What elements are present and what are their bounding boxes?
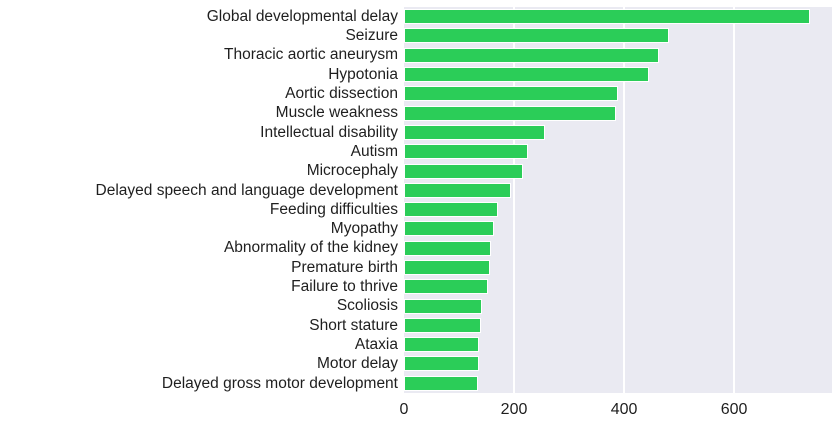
chart-row: Ataxia xyxy=(0,335,832,354)
category-label: Hypotonia xyxy=(328,65,398,83)
category-label: Delayed speech and language development xyxy=(95,181,398,199)
chart-row: Delayed speech and language development xyxy=(0,181,832,200)
bar xyxy=(404,105,616,121)
chart-row: Delayed gross motor development xyxy=(0,374,832,393)
bar-track xyxy=(404,200,832,219)
bar-track xyxy=(404,103,832,122)
bar-track xyxy=(404,316,832,335)
bar xyxy=(404,86,618,102)
bar xyxy=(404,260,490,275)
bar-track xyxy=(404,374,832,393)
bar-track xyxy=(404,65,832,84)
bar xyxy=(404,9,811,25)
bar xyxy=(404,47,660,63)
bar xyxy=(404,317,481,333)
bar-track xyxy=(404,123,832,142)
chart-row: Muscle weakness xyxy=(0,103,832,122)
chart-row: Motor delay xyxy=(0,354,832,373)
bar-track xyxy=(404,142,832,161)
chart-row: Microcephaly xyxy=(0,161,832,180)
bar-track xyxy=(404,26,832,45)
category-label: Premature birth xyxy=(291,258,398,276)
bar-track xyxy=(404,277,832,296)
bar xyxy=(404,240,492,256)
x-tick-label: 600 xyxy=(720,401,748,418)
bar xyxy=(404,298,482,314)
category-label: Short stature xyxy=(309,316,398,334)
bar-track xyxy=(404,181,832,200)
bar-track xyxy=(404,84,832,103)
category-label: Delayed gross motor development xyxy=(161,374,398,392)
x-tick-label: 0 xyxy=(399,401,409,418)
chart-row: Hypotonia xyxy=(0,65,832,84)
bar-rows-container: Global developmental delay Seizure Thoraci… xyxy=(0,7,832,393)
bar xyxy=(404,28,669,44)
bar xyxy=(404,182,511,198)
category-label: Global developmental delay xyxy=(206,7,398,25)
chart-row: Global developmental delay xyxy=(0,7,832,26)
gridline-x-400 xyxy=(623,7,626,393)
category-label: Muscle weakness xyxy=(275,104,398,122)
bar-track xyxy=(404,219,832,238)
x-tick-label: 400 xyxy=(610,401,638,418)
category-label: Motor delay xyxy=(317,355,398,373)
bar-track xyxy=(404,161,832,180)
category-label: Thoracic aortic aneurysm xyxy=(223,46,398,64)
category-label: Microcephaly xyxy=(306,162,398,180)
category-label: Scoliosis xyxy=(336,297,398,315)
category-label: Feeding difficulties xyxy=(269,200,398,218)
bar-track xyxy=(404,46,832,65)
bar-track xyxy=(404,335,832,354)
chart-row: Scoliosis xyxy=(0,296,832,315)
bar xyxy=(404,375,478,391)
gridline-x-200 xyxy=(513,7,516,393)
bar xyxy=(404,124,545,140)
chart-row: Short stature xyxy=(0,316,832,335)
chart-row: Aortic dissection xyxy=(0,84,832,103)
chart-row: Seizure xyxy=(0,26,832,45)
x-axis: 0 200 400 600 xyxy=(0,400,839,424)
bar-track xyxy=(404,296,832,315)
bar xyxy=(404,337,480,353)
bar-track xyxy=(404,239,832,258)
category-label: Autism xyxy=(350,142,398,160)
gridline-x-600 xyxy=(733,7,736,393)
category-label: Failure to thrive xyxy=(291,278,398,296)
bar xyxy=(404,356,479,372)
chart-row: Failure to thrive xyxy=(0,277,832,296)
chart-row: Feeding difficulties xyxy=(0,200,832,219)
chart-row: Premature birth xyxy=(0,258,832,277)
chart-row: Intellectual disability xyxy=(0,123,832,142)
chart-row: Myopathy xyxy=(0,219,832,238)
bar xyxy=(404,163,523,179)
bar xyxy=(404,202,499,218)
bar-track xyxy=(404,258,832,277)
chart-row: Thoracic aortic aneurysm xyxy=(0,46,832,65)
bar xyxy=(404,144,529,160)
chart-row: Abnormality of the kidney xyxy=(0,239,832,258)
category-label: Ataxia xyxy=(354,335,398,353)
category-label: Aortic dissection xyxy=(285,85,398,103)
chart-row: Autism xyxy=(0,142,832,161)
bar-track xyxy=(404,7,832,26)
category-label: Intellectual disability xyxy=(260,123,398,141)
category-label: Myopathy xyxy=(330,220,398,238)
bar-track xyxy=(404,354,832,373)
bar xyxy=(404,279,488,295)
category-label: Seizure xyxy=(345,27,398,45)
x-tick-label: 200 xyxy=(500,401,528,418)
bar xyxy=(404,67,650,83)
category-label: Abnormality of the kidney xyxy=(223,239,398,257)
bar xyxy=(404,221,495,237)
